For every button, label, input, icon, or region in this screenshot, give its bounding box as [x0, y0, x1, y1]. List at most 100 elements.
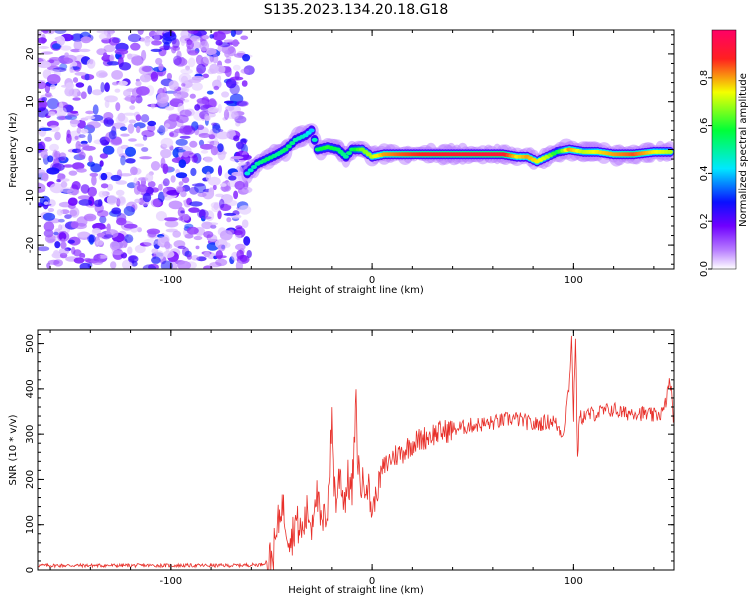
noise-blob: [77, 195, 92, 200]
noise-blob: [142, 134, 148, 141]
noise-blob: [215, 250, 223, 260]
noise-blob: [110, 261, 117, 269]
noise-blob: [89, 172, 99, 177]
noise-blob: [137, 30, 144, 35]
snr-x-axis-label: Height of straight line (km): [288, 585, 424, 596]
noise-blob: [212, 53, 219, 64]
ridge-core: [342, 154, 349, 159]
noise-blob: [60, 178, 70, 182]
noise-blob: [180, 75, 189, 84]
noise-blob: [150, 71, 159, 82]
noise-blob: [209, 261, 222, 268]
noise-blob: [41, 51, 54, 55]
noise-blob: [197, 192, 207, 198]
noise-blob: [87, 85, 93, 95]
noise-blob: [142, 192, 152, 203]
noise-blob: [203, 265, 213, 269]
noise-blob: [223, 212, 237, 216]
snr-ticks: -100 0 100 0 100 200 300 400 500: [25, 330, 674, 587]
noise-blob: [203, 251, 211, 258]
noise-blob: [173, 57, 188, 67]
noise-blob: [195, 245, 200, 250]
noise-blob: [204, 47, 217, 56]
noise-blob: [72, 77, 79, 83]
noise-blob: [171, 45, 177, 54]
noise-blob: [224, 58, 232, 64]
noise-blob: [76, 148, 84, 155]
noise-blob: [109, 54, 115, 63]
noise-blob: [151, 40, 162, 46]
noise-blob: [115, 180, 128, 185]
noise-blob: [215, 193, 224, 198]
noise-blob: [142, 264, 157, 269]
ridge-core: [282, 147, 289, 152]
colorbar-tick-label: 0.4: [699, 165, 710, 181]
noise-blob: [90, 163, 102, 173]
noise-blob: [195, 54, 204, 65]
ridge-core: [667, 149, 673, 154]
noise-blob: [125, 146, 136, 157]
noise-blob: [187, 50, 199, 56]
colorbar-tick-label: 0.6: [699, 118, 710, 134]
noise-blob: [133, 177, 138, 188]
noise-blob: [123, 89, 131, 97]
noise-blob: [164, 220, 179, 228]
noise-blob: [58, 247, 70, 255]
noise-blob: [124, 95, 139, 103]
snr-frame: [37, 329, 675, 571]
noise-blob: [114, 48, 129, 55]
noise-blob: [80, 184, 90, 194]
noise-blob: [76, 91, 82, 97]
noise-blob: [120, 252, 128, 259]
noise-blob: [201, 216, 212, 220]
noise-blob: [56, 179, 61, 183]
noise-blob: [180, 190, 187, 198]
x-tick-label: 100: [564, 275, 583, 286]
noise-blob: [175, 94, 182, 99]
noise-blob: [177, 207, 186, 218]
noise-blob: [232, 39, 239, 47]
noise-blob: [71, 33, 84, 42]
noise-blob: [84, 115, 96, 120]
noise-blob: [130, 166, 138, 176]
noise-blob: [185, 65, 191, 71]
noise-blob: [120, 155, 126, 166]
noise-blob: [198, 133, 211, 138]
noise-blob: [127, 255, 139, 263]
noise-blob: [98, 254, 108, 259]
x-tick-label: 100: [564, 576, 583, 587]
noise-blob: [231, 171, 242, 177]
noise-blob: [176, 114, 189, 124]
noise-blob: [56, 35, 66, 46]
noise-blob: [200, 149, 209, 154]
noise-blob: [160, 260, 173, 269]
noise-blob: [64, 214, 72, 220]
noise-blob: [67, 112, 79, 117]
ridge-core: [308, 128, 315, 133]
noise-blob: [158, 125, 166, 136]
noise-blob: [46, 98, 60, 110]
noise-blob: [225, 78, 237, 89]
noise-blob: [151, 256, 161, 264]
noise-blob: [207, 106, 220, 113]
noise-blob: [165, 106, 175, 111]
noise-blob: [182, 151, 190, 158]
noise-blob: [80, 36, 92, 44]
spectrogram-y-axis-label: Frequency (Hz): [8, 112, 19, 188]
noise-blob: [54, 150, 61, 159]
noise-blob: [136, 184, 148, 193]
noise-blob: [96, 239, 104, 246]
noise-blob: [214, 137, 219, 148]
noise-blob: [47, 259, 60, 265]
noise-blob: [139, 242, 152, 247]
noise-blob: [71, 148, 82, 153]
noise-blob: [75, 140, 81, 151]
noise-blob: [77, 231, 90, 238]
noise-blob: [158, 183, 163, 191]
noise-blob: [230, 76, 244, 81]
noise-blob: [80, 144, 90, 148]
noise-blob: [131, 55, 144, 66]
noise-blob: [177, 245, 186, 250]
noise-blob: [243, 65, 255, 75]
